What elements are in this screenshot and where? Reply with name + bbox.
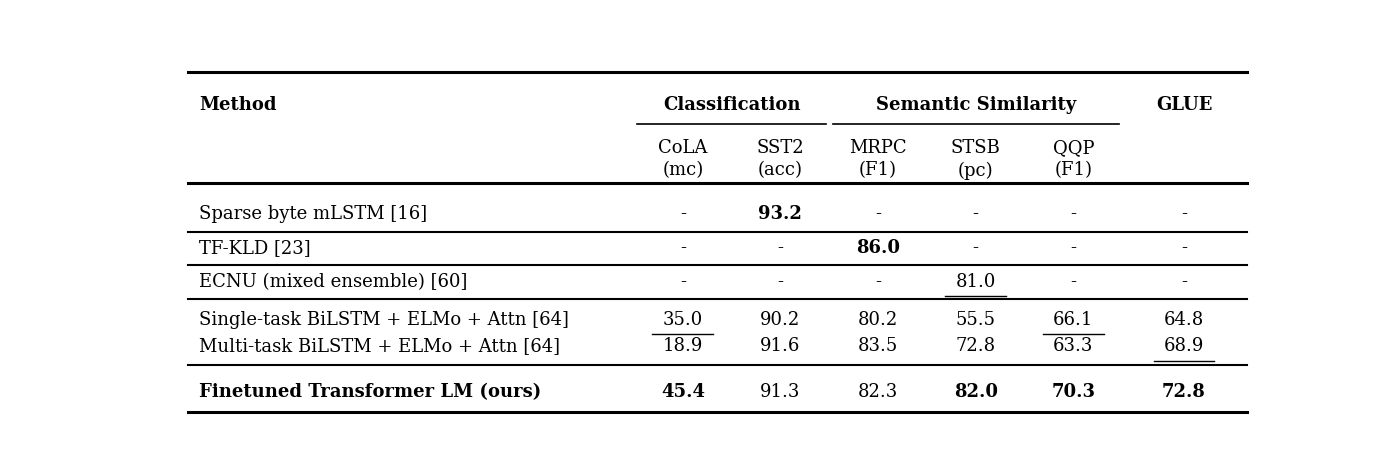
Text: 86.0: 86.0 [855, 239, 900, 257]
Text: -: - [1071, 273, 1077, 291]
Text: Multi-task BiLSTM + ELMo + Attn [64]: Multi-task BiLSTM + ELMo + Attn [64] [199, 337, 560, 355]
Text: 45.4: 45.4 [661, 383, 704, 400]
Text: 72.8: 72.8 [956, 337, 995, 355]
Text: TF-KLD [23]: TF-KLD [23] [199, 239, 311, 257]
Text: CoLA
(mc): CoLA (mc) [658, 139, 707, 180]
Text: -: - [875, 273, 881, 291]
Text: -: - [680, 239, 686, 257]
Text: -: - [680, 205, 686, 223]
Text: Semantic Similarity: Semantic Similarity [875, 96, 1075, 114]
Text: -: - [777, 273, 784, 291]
Text: Single-task BiLSTM + ELMo + Attn [64]: Single-task BiLSTM + ELMo + Attn [64] [199, 311, 568, 329]
Text: -: - [1182, 205, 1187, 223]
Text: 91.6: 91.6 [760, 337, 801, 355]
Text: -: - [1071, 239, 1077, 257]
Text: 70.3: 70.3 [1051, 383, 1095, 400]
Text: -: - [1182, 239, 1187, 257]
Text: Finetuned Transformer LM (ours): Finetuned Transformer LM (ours) [199, 383, 542, 400]
Text: Sparse byte mLSTM [16]: Sparse byte mLSTM [16] [199, 205, 427, 223]
Text: 93.2: 93.2 [759, 205, 802, 223]
Text: ECNU (mixed ensemble) [60]: ECNU (mixed ensemble) [60] [199, 273, 468, 291]
Text: Classification: Classification [662, 96, 801, 114]
Text: -: - [875, 205, 881, 223]
Text: 66.1: 66.1 [1053, 311, 1093, 329]
Text: SST2
(acc): SST2 (acc) [756, 139, 804, 180]
Text: 82.0: 82.0 [953, 383, 998, 400]
Text: 81.0: 81.0 [956, 273, 995, 291]
Text: 91.3: 91.3 [760, 383, 801, 400]
Text: -: - [680, 273, 686, 291]
Text: 80.2: 80.2 [858, 311, 899, 329]
Text: -: - [1182, 273, 1187, 291]
Text: 55.5: 55.5 [956, 311, 995, 329]
Text: 35.0: 35.0 [662, 311, 703, 329]
Text: -: - [1071, 205, 1077, 223]
Text: 64.8: 64.8 [1163, 311, 1204, 329]
Text: 90.2: 90.2 [760, 311, 801, 329]
Text: Method: Method [199, 96, 276, 114]
Text: -: - [777, 239, 784, 257]
Text: STSB
(pc): STSB (pc) [951, 139, 1001, 180]
Text: 82.3: 82.3 [858, 383, 899, 400]
Text: 83.5: 83.5 [858, 337, 899, 355]
Text: GLUE: GLUE [1156, 96, 1212, 114]
Text: 68.9: 68.9 [1163, 337, 1204, 355]
Text: -: - [973, 205, 979, 223]
Text: -: - [973, 239, 979, 257]
Text: 63.3: 63.3 [1053, 337, 1093, 355]
Text: MRPC
(F1): MRPC (F1) [850, 139, 907, 180]
Text: 72.8: 72.8 [1162, 383, 1205, 400]
Text: 18.9: 18.9 [662, 337, 703, 355]
Text: QQP
(F1): QQP (F1) [1053, 139, 1095, 180]
